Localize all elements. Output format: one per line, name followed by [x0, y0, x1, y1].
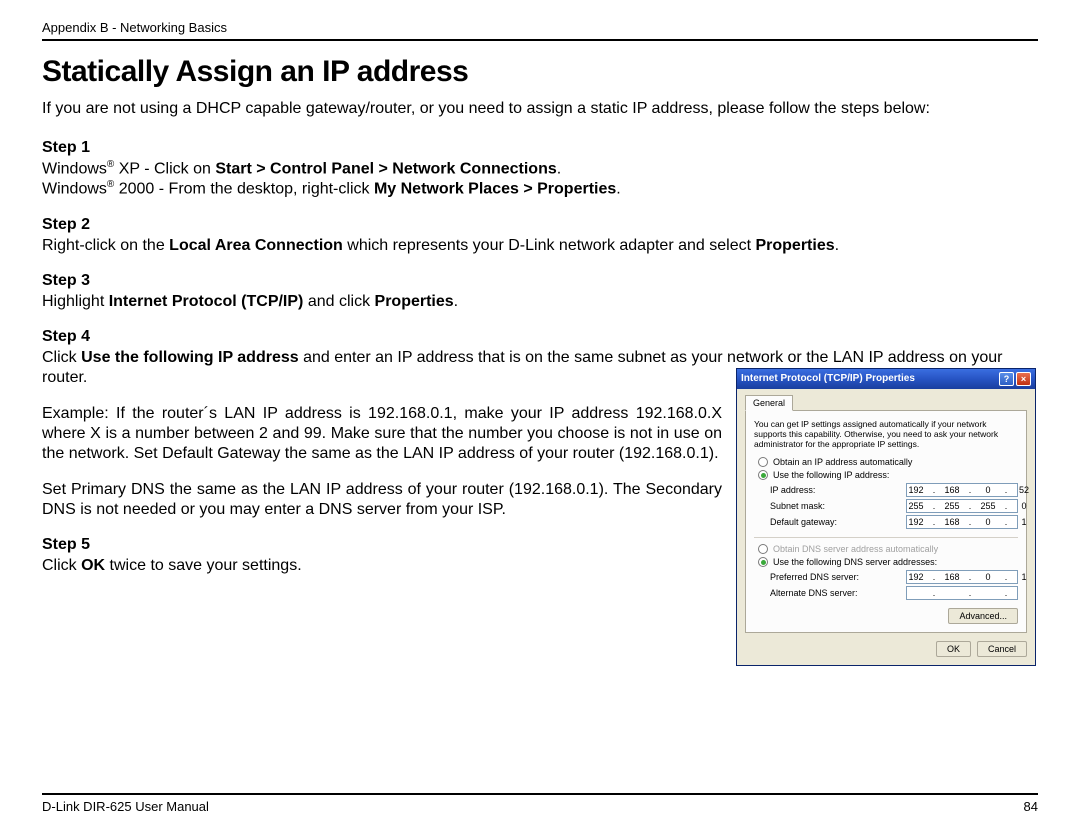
ip-oct: 1 [1015, 572, 1033, 582]
page-footer: D-Link DIR-625 User Manual 84 [42, 793, 1038, 814]
page-title: Statically Assign an IP address [42, 55, 1038, 89]
radio-use-ip[interactable]: Use the following IP address: [758, 470, 1018, 480]
subnet-mask-input[interactable]: 255. 255. 255. 0 [906, 499, 1018, 513]
ip-address-row: IP address: 192. 168. 0. 52 [770, 483, 1018, 497]
default-gateway-label: Default gateway: [770, 517, 837, 527]
close-button[interactable]: × [1016, 372, 1031, 386]
ok-button[interactable]: OK [936, 641, 971, 657]
tcpip-properties-dialog: Internet Protocol (TCP/IP) Properties ? … [736, 368, 1036, 667]
s3-pre: Highlight [42, 293, 109, 310]
ip-oct: 255 [943, 501, 961, 511]
ip-oct: 0 [979, 485, 997, 495]
tab-general[interactable]: General [745, 395, 793, 411]
s1-l2-end: . [616, 181, 620, 198]
radio-obtain-ip[interactable]: Obtain an IP address automatically [758, 457, 1018, 467]
s2-pre: Right-click on the [42, 237, 169, 254]
radio-icon [758, 544, 768, 554]
ip-oct: 192 [907, 572, 925, 582]
s3-b1: Internet Protocol (TCP/IP) [109, 293, 304, 310]
ip-oct: 255 [907, 501, 925, 511]
radio-use-dns[interactable]: Use the following DNS server addresses: [758, 557, 1018, 567]
step4-p3: Set Primary DNS the same as the LAN IP a… [42, 480, 722, 520]
preferred-dns-label: Preferred DNS server: [770, 572, 859, 582]
s1-l1-pre: Windows [42, 160, 107, 177]
s4-p1-pre: Click [42, 349, 81, 366]
ip-oct: 255 [979, 501, 997, 511]
s1-l1-mid: XP - Click on [114, 160, 215, 177]
s3-b2: Properties [375, 293, 454, 310]
dialog-title: Internet Protocol (TCP/IP) Properties [741, 373, 915, 384]
ip-oct: 1 [1015, 517, 1033, 527]
help-button[interactable]: ? [999, 372, 1014, 386]
radio-icon [758, 557, 768, 567]
ip-address-input[interactable]: 192. 168. 0. 52 [906, 483, 1018, 497]
alternate-dns-row: Alternate DNS server: . . . [770, 586, 1018, 600]
ip-oct: 0 [979, 517, 997, 527]
ip-oct: 168 [943, 572, 961, 582]
radio-icon [758, 457, 768, 467]
radio-obtain-ip-label: Obtain an IP address automatically [773, 457, 912, 467]
step4-label: Step 4 [42, 328, 1038, 346]
radio-obtain-dns: Obtain DNS server address automatically [758, 544, 1018, 554]
ip-oct: 192 [907, 517, 925, 527]
s1-l2-mid: 2000 - From the desktop, right-click [114, 181, 374, 198]
s2-b2: Properties [755, 237, 834, 254]
default-gateway-row: Default gateway: 192. 168. 0. 1 [770, 515, 1018, 529]
radio-use-ip-label: Use the following IP address: [773, 470, 889, 480]
s1-l2-b: My Network Places > Properties [374, 181, 616, 198]
step3-label: Step 3 [42, 272, 1038, 290]
s5-pre: Click [42, 557, 81, 574]
header-breadcrumb: Appendix B - Networking Basics [42, 20, 1038, 35]
ip-oct: 52 [1015, 485, 1033, 495]
radio-icon [758, 470, 768, 480]
ip-address-label: IP address: [770, 485, 815, 495]
s4-p1-b: Use the following IP address [81, 349, 299, 366]
s2-end: . [835, 237, 839, 254]
s2-b1: Local Area Connection [169, 237, 343, 254]
header-divider [42, 39, 1038, 41]
radio-use-dns-label: Use the following DNS server addresses: [773, 557, 937, 567]
group-divider [754, 537, 1018, 538]
default-gateway-input[interactable]: 192. 168. 0. 1 [906, 515, 1018, 529]
s3-mid: and click [303, 293, 374, 310]
tab-panel: You can get IP settings assigned automat… [745, 410, 1027, 634]
step4-p2: Example: If the router´s LAN IP address … [42, 404, 722, 464]
ip-oct: 192 [907, 485, 925, 495]
dialog-titlebar: Internet Protocol (TCP/IP) Properties ? … [737, 369, 1035, 389]
step3-body: Highlight Internet Protocol (TCP/IP) and… [42, 292, 1038, 312]
preferred-dns-input[interactable]: 192. 168. 0. 1 [906, 570, 1018, 584]
footer-page-number: 84 [1024, 799, 1038, 814]
s2-mid: which represents your D-Link network ada… [343, 237, 756, 254]
s1-l1-end: . [557, 160, 561, 177]
step2-label: Step 2 [42, 216, 1038, 234]
alternate-dns-input[interactable]: . . . [906, 586, 1018, 600]
alternate-dns-label: Alternate DNS server: [770, 588, 858, 598]
footer-left: D-Link DIR-625 User Manual [42, 799, 209, 814]
step2-body: Right-click on the Local Area Connection… [42, 236, 1038, 256]
ip-oct: 0 [979, 572, 997, 582]
step1-body: Windows® XP - Click on Start > Control P… [42, 159, 1038, 200]
cancel-button[interactable]: Cancel [977, 641, 1027, 657]
s1-l2-pre: Windows [42, 181, 107, 198]
advanced-button[interactable]: Advanced... [948, 608, 1018, 624]
radio-obtain-dns-label: Obtain DNS server address automatically [773, 544, 938, 554]
ip-oct: 0 [1015, 501, 1033, 511]
ip-oct: 168 [943, 517, 961, 527]
intro-text: If you are not using a DHCP capable gate… [42, 99, 1038, 119]
s5-b: OK [81, 557, 105, 574]
ip-oct: 168 [943, 485, 961, 495]
s5-end: twice to save your settings. [105, 557, 302, 574]
dialog-desc: You can get IP settings assigned automat… [754, 419, 1018, 450]
subnet-mask-row: Subnet mask: 255. 255. 255. 0 [770, 499, 1018, 513]
s3-end: . [454, 293, 458, 310]
preferred-dns-row: Preferred DNS server: 192. 168. 0. 1 [770, 570, 1018, 584]
footer-divider [42, 793, 1038, 795]
s1-l1-b: Start > Control Panel > Network Connecti… [215, 160, 556, 177]
subnet-mask-label: Subnet mask: [770, 501, 825, 511]
step1-label: Step 1 [42, 139, 1038, 157]
